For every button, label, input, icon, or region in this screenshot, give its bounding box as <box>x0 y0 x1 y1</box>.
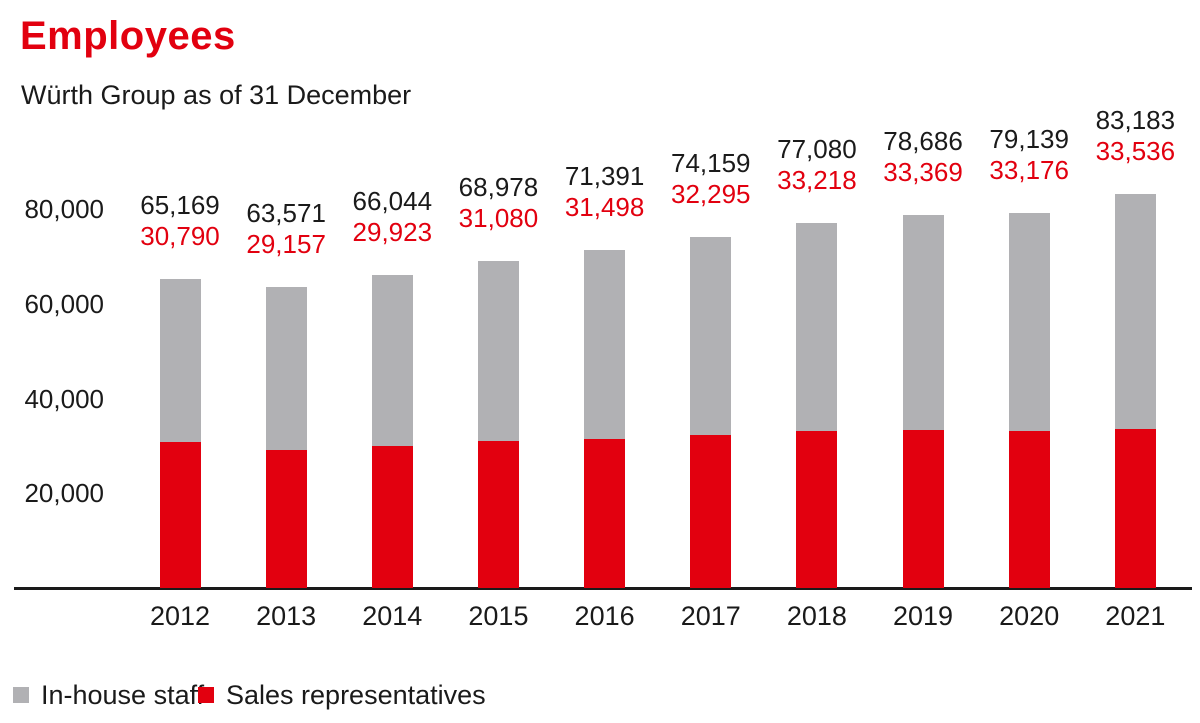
value-sales-2018: 33,218 <box>777 165 857 196</box>
value-label-2021: 83,183 33,536 <box>1065 105 1200 167</box>
bar-2016 <box>584 249 626 588</box>
bar-segment-sales-2015 <box>477 440 519 588</box>
legend-label-in-house-staff: In-house staff <box>41 679 205 710</box>
bar-2020 <box>1008 213 1050 588</box>
value-label-2014: 66,044 29,923 <box>322 186 462 248</box>
y-tick-80000: 80,000 <box>24 194 104 225</box>
x-tick-2015: 2015 <box>468 601 529 631</box>
bar-2012 <box>159 279 201 588</box>
legend-item-in-house-staff: In-house staff <box>13 679 204 711</box>
value-total-2016: 71,391 <box>564 160 645 191</box>
value-sales-2015: 31,080 <box>458 203 539 234</box>
x-tick-2014: 2014 <box>362 601 423 631</box>
legend-label-sales-representatives: Sales representatives <box>226 679 486 710</box>
chart-subtitle: Würth Group as of 31 December <box>21 80 412 110</box>
value-total-2019: 78,686 <box>883 126 963 157</box>
bar-segment-sales-2014 <box>371 446 413 588</box>
bar-2014 <box>371 275 413 588</box>
bar-2015 <box>477 261 519 588</box>
value-label-2015: 68,978 31,080 <box>428 172 568 234</box>
value-sales-2016: 31,498 <box>564 191 645 222</box>
x-tick-2020: 2020 <box>999 601 1060 631</box>
x-tick-2017: 2017 <box>680 601 741 631</box>
bar-segment-sales-2019 <box>902 429 944 588</box>
value-sales-2012: 30,790 <box>140 221 220 252</box>
x-tick-2012: 2012 <box>149 601 211 631</box>
in-house-staff-swatch-icon <box>13 687 29 703</box>
value-total-2014: 66,044 <box>352 186 433 217</box>
bar-2013 <box>265 286 307 588</box>
value-sales-2017: 32,295 <box>670 178 751 209</box>
value-label-2016: 71,391 31,498 <box>535 161 675 223</box>
bar-segment-sales-2013 <box>265 449 307 588</box>
y-tick-60000: 60,000 <box>24 288 104 319</box>
value-total-2015: 68,978 <box>458 172 539 203</box>
value-label-2018: 77,080 33,218 <box>747 134 887 196</box>
bar-segment-sales-2012 <box>159 442 201 588</box>
bar-2019 <box>902 215 944 588</box>
bar-2021 <box>1114 194 1156 588</box>
value-label-2013: 63,571 29,157 <box>216 198 356 260</box>
value-sales-2013: 29,157 <box>246 228 326 259</box>
value-sales-2021: 33,536 <box>1095 136 1176 167</box>
chart-title: Employees <box>20 14 236 58</box>
legend-item-sales-representatives: Sales representatives <box>198 679 486 711</box>
value-sales-2019: 33,369 <box>883 157 963 188</box>
value-sales-2014: 29,923 <box>352 217 433 248</box>
value-total-2018: 77,080 <box>777 134 857 165</box>
value-total-2013: 63,571 <box>246 197 326 228</box>
value-total-2020: 79,139 <box>989 124 1069 155</box>
bar-segment-sales-2021 <box>1114 429 1156 588</box>
y-tick-40000: 40,000 <box>24 383 104 414</box>
bar-2017 <box>690 236 732 588</box>
x-tick-2021: 2021 <box>1105 601 1166 631</box>
sales-representatives-swatch-icon <box>198 687 214 703</box>
value-total-2012: 65,169 <box>140 190 220 221</box>
value-label-2019: 78,686 33,369 <box>853 126 993 188</box>
value-total-2021: 83,183 <box>1095 105 1176 136</box>
bar-segment-sales-2018 <box>796 430 838 588</box>
x-tick-2019: 2019 <box>893 601 954 631</box>
bar-segment-sales-2017 <box>690 435 732 588</box>
x-axis-line <box>14 587 1192 590</box>
value-total-2017: 74,159 <box>670 147 751 178</box>
bar-segment-sales-2016 <box>584 438 626 588</box>
x-tick-2018: 2018 <box>786 601 847 631</box>
y-tick-20000: 20,000 <box>24 478 104 509</box>
value-label-2012: 65,169 30,790 <box>110 190 250 252</box>
value-label-2020: 79,139 33,176 <box>959 124 1099 186</box>
value-sales-2020: 33,176 <box>989 155 1069 186</box>
bar-segment-sales-2020 <box>1008 430 1050 588</box>
bar-2018 <box>796 223 838 588</box>
x-tick-2013: 2013 <box>256 601 317 631</box>
x-tick-2016: 2016 <box>574 601 635 631</box>
value-label-2017: 74,159 32,295 <box>641 148 781 210</box>
